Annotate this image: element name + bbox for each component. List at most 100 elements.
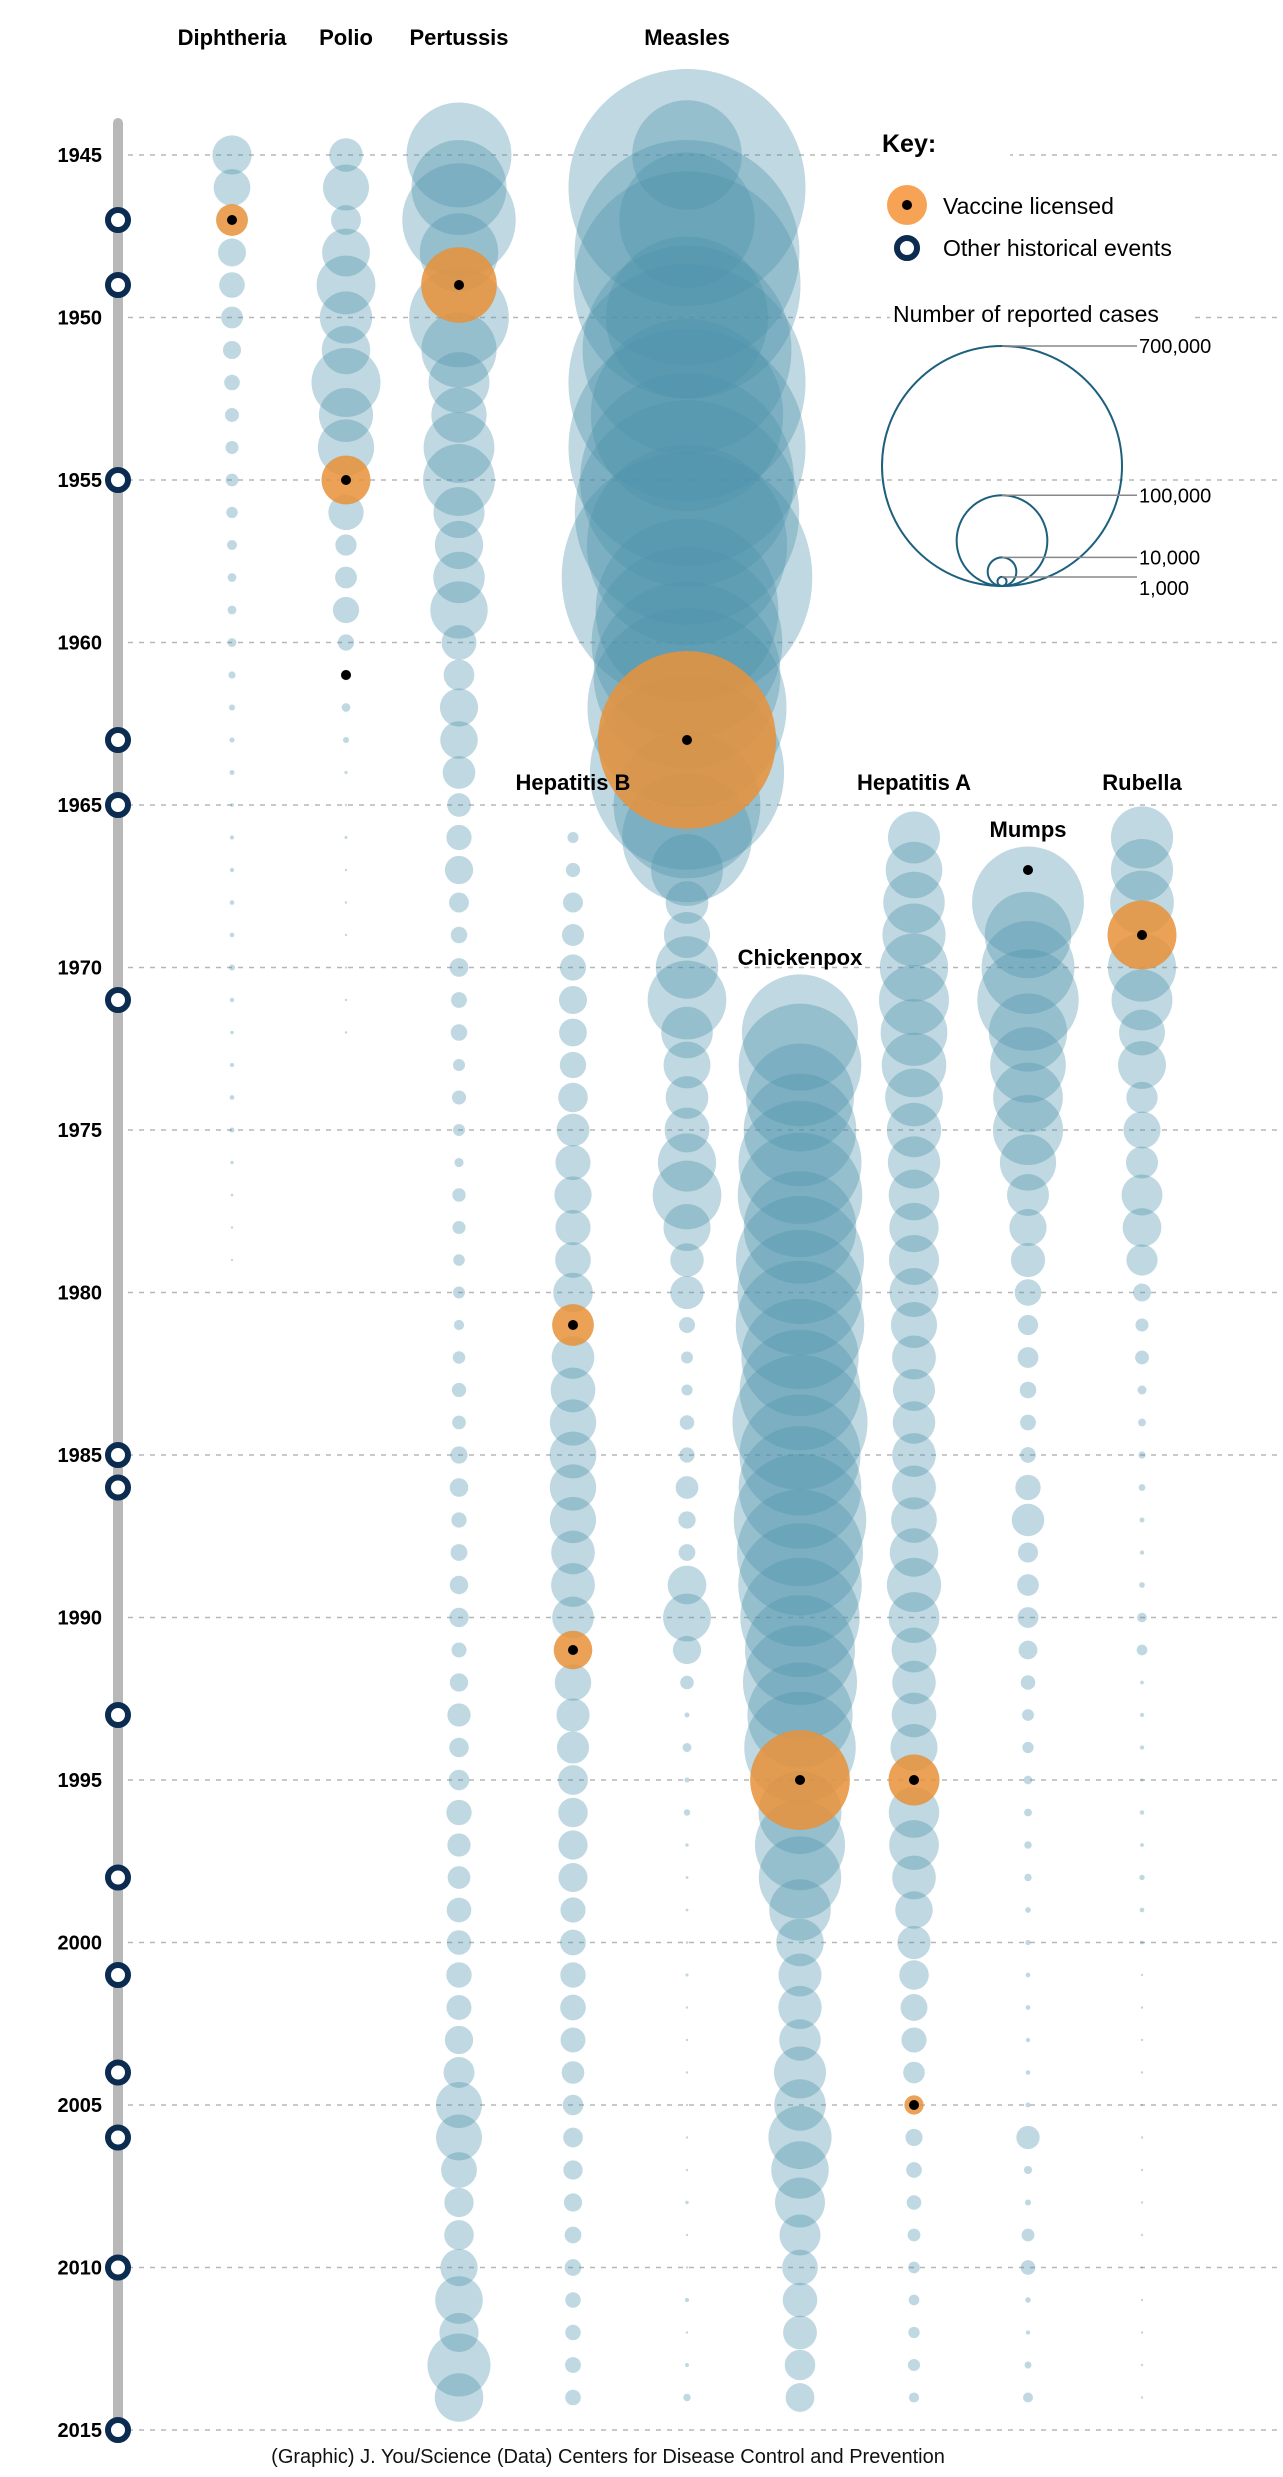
case-bubble	[683, 2393, 691, 2402]
case-bubble	[316, 255, 376, 315]
case-bubble	[1137, 1612, 1147, 1623]
case-bubble	[434, 520, 484, 570]
case-bubble	[428, 352, 490, 413]
case-bubble	[746, 1043, 854, 1152]
case-bubble	[1016, 2125, 1040, 2150]
case-bubble	[665, 881, 709, 924]
case-bubble	[322, 228, 370, 277]
case-bubble	[1140, 2168, 1144, 2172]
case-bubble	[551, 1530, 595, 1575]
case-bubble	[448, 1769, 470, 1791]
case-bubble	[560, 1897, 586, 1923]
case-bubble	[402, 163, 516, 277]
case-bubble	[684, 1712, 690, 1718]
case-bubble	[1017, 1542, 1039, 1563]
case-bubble	[1137, 1385, 1147, 1395]
case-bubble	[586, 444, 788, 646]
case-bubble	[549, 1464, 597, 1511]
case-bubble	[1140, 1680, 1144, 1685]
size-legend-circle	[996, 575, 1008, 587]
case-bubble	[1139, 1745, 1145, 1750]
case-bubble	[551, 1336, 595, 1379]
year-tick-labels: 1945 1950 1955 1960 1965 1970 1975 1980 1985 1990…	[58, 145, 103, 2442]
case-bubble	[779, 2019, 821, 2061]
year-label: 1980	[58, 1283, 103, 1305]
historical-event-marker	[105, 987, 131, 1013]
case-bubble	[440, 2248, 478, 2287]
case-bubble	[1022, 1709, 1034, 1721]
case-bubble	[1024, 2361, 1032, 2369]
case-bubble	[1140, 2136, 1144, 2139]
case-bubble	[229, 737, 235, 743]
case-bubble	[774, 2177, 826, 2228]
case-bubble	[436, 2114, 482, 2161]
case-bubble	[1024, 1841, 1032, 1849]
case-bubble	[552, 1596, 594, 1639]
case-bubble	[783, 2315, 817, 2350]
case-bubble	[446, 1897, 472, 1923]
year-label: 2000	[58, 1933, 103, 1955]
case-bubble	[892, 1660, 936, 1705]
historical-event-marker	[105, 467, 131, 493]
case-bubble	[549, 1496, 597, 1544]
case-bubble	[1123, 1111, 1161, 1149]
case-bubble	[565, 2292, 581, 2308]
case-bubble	[453, 1286, 465, 1299]
case-bubble	[1025, 2037, 1031, 2043]
case-bubble	[1023, 2165, 1033, 2175]
case-bubble	[685, 2331, 689, 2334]
case-bubble	[590, 318, 784, 512]
case-bubble	[439, 2312, 479, 2353]
case-bubble	[878, 964, 950, 1036]
case-bubble	[565, 2357, 581, 2373]
case-bubble	[1017, 1347, 1039, 1368]
case-bubble	[771, 2141, 829, 2199]
case-bubble	[321, 325, 371, 375]
case-bubble	[1025, 1972, 1031, 1978]
case-bubble	[882, 903, 946, 967]
case-bubble	[739, 1329, 861, 1451]
case-bubble	[892, 1433, 936, 1477]
case-bubble	[889, 1202, 939, 1253]
historical-event-marker	[105, 272, 131, 298]
legend-event-label: Other historical events	[943, 235, 1172, 261]
historical-event-marker	[105, 1864, 131, 1891]
case-bubble	[568, 328, 806, 567]
case-bubble	[906, 2195, 922, 2210]
historical-event-marker	[105, 792, 131, 818]
case-bubble	[685, 2363, 689, 2367]
case-bubble	[574, 400, 800, 625]
case-bubble	[1023, 1775, 1033, 1785]
case-bubble	[1111, 969, 1173, 1031]
case-bubble	[1135, 1350, 1149, 1365]
case-bubble	[1025, 1939, 1031, 1946]
case-bubble	[779, 2214, 821, 2256]
event-legend-icon	[894, 235, 920, 261]
case-bubble	[758, 1836, 842, 1919]
disease-bubbles	[212, 68, 1177, 2422]
case-bubble	[1140, 1973, 1144, 1977]
case-bubble	[1138, 1418, 1146, 1427]
case-bubble	[685, 1843, 689, 1847]
case-bubble	[678, 1511, 696, 1529]
case-bubble	[1017, 1314, 1039, 1336]
disease-label: Polio	[319, 25, 373, 50]
size-legend: 700,000 100,000 10,000 1,000	[881, 336, 1211, 600]
case-bubble	[680, 1675, 694, 1690]
case-bubble	[451, 1382, 467, 1398]
case-bubble	[778, 1953, 822, 1997]
case-bubble	[903, 2061, 925, 2084]
case-bubble	[1138, 1484, 1146, 1491]
case-bubble	[1140, 2201, 1144, 2204]
historical-event-marker	[105, 1474, 131, 1501]
case-bubble	[451, 1090, 467, 1105]
case-bubble	[1025, 2070, 1031, 2075]
disease-label: Measles	[644, 25, 730, 50]
case-bubble	[663, 911, 711, 959]
case-bubble	[651, 834, 723, 906]
case-bubble	[778, 1985, 822, 2030]
case-bubble	[328, 494, 364, 531]
case-bubble	[663, 1041, 711, 1089]
case-bubble	[681, 1351, 693, 1364]
case-bubble	[440, 721, 478, 759]
